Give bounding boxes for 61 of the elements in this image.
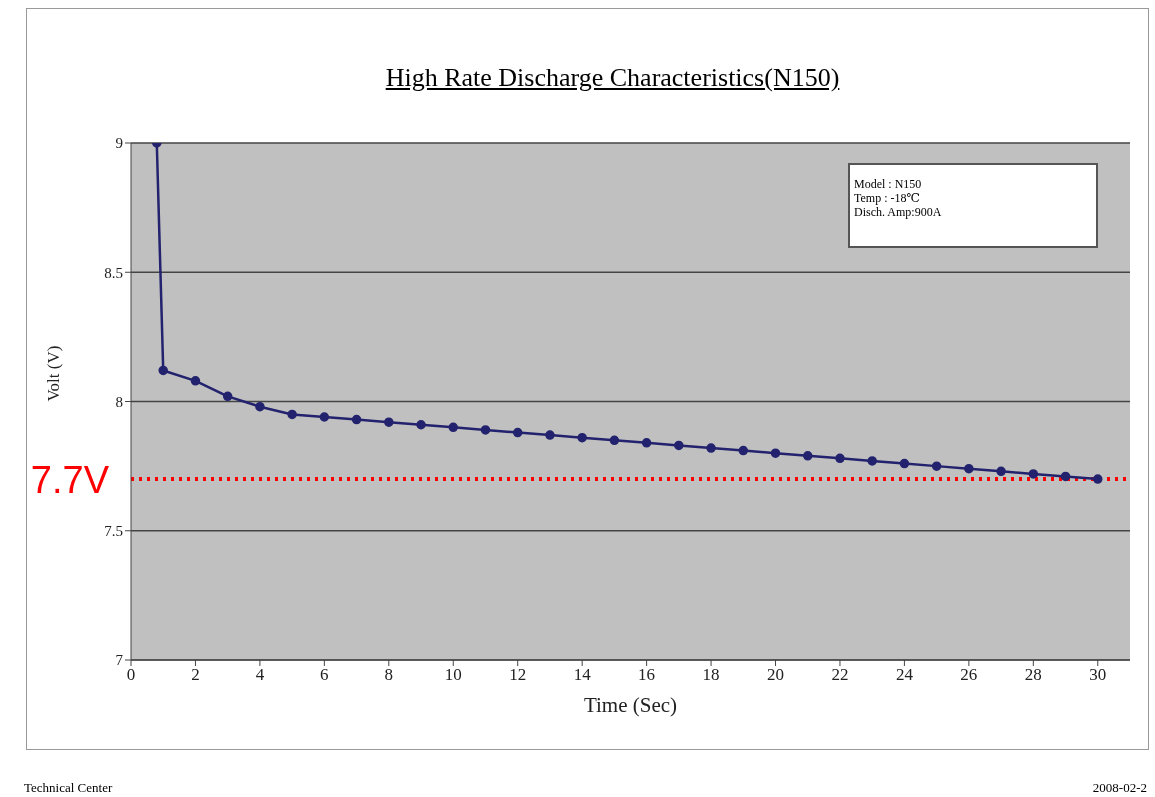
x-tick-label: 16: [638, 665, 656, 685]
point: [802, 451, 813, 461]
y-tick-label: 8: [115, 393, 123, 410]
point: [255, 401, 265, 412]
point: [835, 453, 845, 464]
x-tick-label: 2: [191, 665, 200, 685]
point: [190, 376, 201, 386]
point: [351, 414, 362, 425]
x-tick-label: 28: [1024, 665, 1042, 685]
point: [545, 430, 555, 440]
point: [867, 456, 877, 466]
x-axis-title: Time (Sec): [583, 693, 678, 717]
point: [287, 409, 297, 420]
x-tick-label: 8: [384, 665, 394, 685]
point: [577, 432, 587, 443]
point: [899, 458, 910, 469]
ref-line-label: 7.7V: [30, 458, 110, 501]
point: [770, 448, 781, 458]
point: [674, 440, 684, 451]
point: [1060, 471, 1071, 482]
point: [641, 438, 652, 448]
point: [1093, 474, 1103, 484]
x-tick-label: 22: [831, 665, 849, 685]
annotation: Disch. Amp:900A: [854, 205, 943, 219]
y-tick-label: 8.5: [104, 264, 123, 281]
point: [931, 461, 942, 471]
x-tick-label: 10: [444, 665, 462, 685]
point: [480, 425, 491, 435]
point: [1028, 469, 1039, 479]
note-box: Model : N150 Temp : -18℃ Disch. Amp:900A: [848, 163, 1098, 248]
point: [512, 427, 523, 438]
y-tick-label: 7.5: [104, 523, 123, 540]
point: [738, 445, 749, 456]
x-tick-label: 24: [895, 665, 914, 685]
point: [222, 391, 233, 402]
point: [448, 422, 459, 433]
chart-title: High Rate Discharge Characteristics(N150): [384, 63, 841, 93]
x-tick-label: 6: [320, 665, 329, 685]
x-tick-label: 14: [573, 665, 592, 685]
y-axis-title: Volt (V): [44, 345, 64, 402]
x-tick-label: 12: [509, 665, 527, 685]
x-tick-label: 26: [960, 665, 978, 685]
x-tick-label: 20: [767, 665, 785, 685]
x-tick-label: 4: [255, 665, 265, 685]
point: [706, 443, 716, 453]
point: [609, 435, 620, 446]
x-tick-label: 30: [1089, 665, 1107, 685]
point: [384, 417, 394, 427]
y-tick-label: 7: [115, 652, 124, 669]
x-tick-label: 18: [702, 665, 720, 685]
point: [416, 420, 426, 430]
text: Technical Center: [24, 780, 113, 796]
point: [158, 365, 168, 376]
x-tick-label: 0: [126, 665, 136, 685]
y-tick-label: 9: [115, 135, 123, 152]
point: [996, 466, 1006, 477]
annotation: Temp : -18℃: [854, 191, 921, 205]
annotation: Model : N150: [854, 177, 923, 191]
point: [964, 463, 974, 474]
text: 2008-02-2: [1092, 780, 1147, 796]
point: [319, 412, 330, 422]
